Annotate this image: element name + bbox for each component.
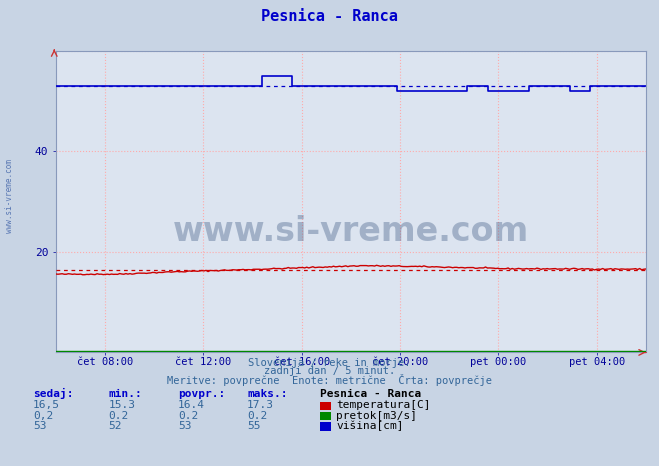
Text: 16,5: 16,5 (33, 400, 60, 411)
Text: min.:: min.: (109, 389, 142, 399)
Text: 0.2: 0.2 (247, 411, 268, 421)
Text: 55: 55 (247, 421, 260, 431)
Text: 0.2: 0.2 (178, 411, 198, 421)
Text: 0,2: 0,2 (33, 411, 53, 421)
Text: 53: 53 (33, 421, 46, 431)
Text: Pesnica - Ranca: Pesnica - Ranca (261, 9, 398, 24)
Text: 17.3: 17.3 (247, 400, 274, 411)
Text: 53: 53 (178, 421, 191, 431)
Text: 16.4: 16.4 (178, 400, 205, 411)
Text: 15.3: 15.3 (109, 400, 136, 411)
Text: sedaj:: sedaj: (33, 388, 73, 399)
Text: 0.2: 0.2 (109, 411, 129, 421)
Text: pretok[m3/s]: pretok[m3/s] (336, 411, 417, 421)
Text: Pesnica - Ranca: Pesnica - Ranca (320, 389, 421, 399)
Text: višina[cm]: višina[cm] (336, 421, 403, 431)
Text: zadnji dan / 5 minut.: zadnji dan / 5 minut. (264, 366, 395, 377)
Text: maks.:: maks.: (247, 389, 287, 399)
Text: www.si-vreme.com: www.si-vreme.com (173, 215, 529, 248)
Text: Meritve: povprečne  Enote: metrične  Črta: povprečje: Meritve: povprečne Enote: metrične Črta:… (167, 374, 492, 386)
Text: 52: 52 (109, 421, 122, 431)
Text: www.si-vreme.com: www.si-vreme.com (5, 159, 14, 233)
Text: temperatura[C]: temperatura[C] (336, 400, 430, 411)
Text: povpr.:: povpr.: (178, 389, 225, 399)
Text: Slovenija / reke in morje.: Slovenija / reke in morje. (248, 357, 411, 368)
